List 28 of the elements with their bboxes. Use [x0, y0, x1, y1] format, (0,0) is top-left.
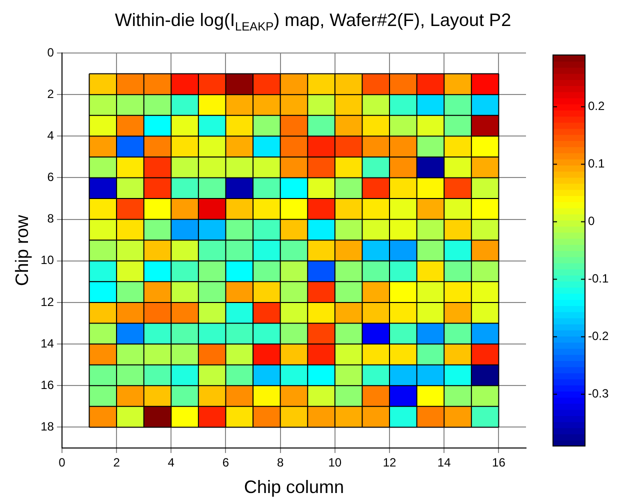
x-tick-label: 10 — [328, 456, 342, 470]
color-bar-label: -0.2 — [588, 329, 610, 344]
x-tick-label: 6 — [222, 456, 230, 470]
y-axis-title: Chip row — [12, 214, 32, 286]
x-tick-label: 4 — [168, 456, 175, 470]
color-bar-label: 0.2 — [588, 99, 606, 114]
x-tick-label: 2 — [113, 456, 120, 470]
x-tick-label: 0 — [58, 456, 66, 470]
chart-title: Within-die log(I$_{LEAKP}$) map, Wafer#2(F), Layout P2 — [114, 9, 512, 36]
color-bar-label: 0.1 — [588, 156, 606, 171]
color-bar-label: -0.1 — [588, 272, 610, 286]
y-tick-label: 10 — [40, 253, 54, 268]
y-tick-label: 12 — [40, 294, 54, 309]
y-tick-label: 6 — [47, 170, 54, 184]
x-tick-label: 14 — [437, 456, 452, 470]
y-tick-label: 18 — [40, 420, 54, 434]
x-tick-label: 8 — [276, 456, 284, 470]
y-tick-label: 2 — [47, 86, 54, 101]
x-axis-title: Chip column — [244, 477, 344, 498]
color-bar-label: -0.3 — [588, 386, 610, 401]
x-tick-label: 16 — [492, 456, 506, 470]
y-tick-label: 0 — [47, 45, 54, 60]
y-tick-label: 16 — [40, 378, 54, 392]
y-tick-label: 14 — [40, 336, 54, 350]
y-tick-label: 4 — [47, 128, 54, 142]
y-tick-label: 8 — [47, 212, 54, 226]
color-bar-label: 0 — [588, 214, 595, 228]
x-tick-label: 12 — [382, 456, 397, 470]
